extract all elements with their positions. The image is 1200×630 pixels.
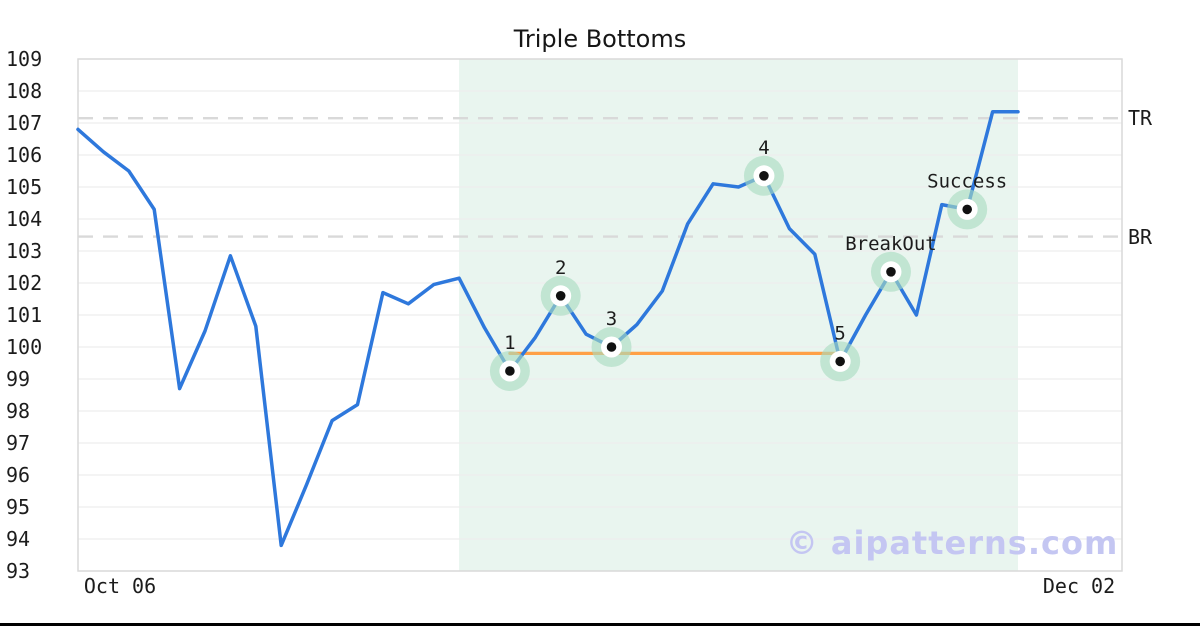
y-tick-label: 103 [6,239,43,263]
y-tick-label: 108 [6,79,43,103]
marker-label-4: 4 [758,137,769,159]
marker-label-success: Success [927,170,1007,192]
y-tick-label: 109 [6,47,43,71]
top-resistance-label: TR [1128,106,1153,131]
y-tick-label: 99 [6,367,31,391]
marker-dot [835,356,845,367]
price-line [76,110,1020,548]
y-tick-label: 107 [6,111,43,135]
plot-border [77,58,1123,572]
marker-label-1: 1 [504,332,515,354]
chart-title: Triple Bottoms [513,25,687,53]
watermark: © aipatterns.com [785,524,1119,562]
y-tick-label: 102 [6,271,43,295]
y-tick-label: 104 [6,207,43,231]
y-tick-label: 106 [6,143,43,167]
marker-dot [606,342,617,352]
x-tick-label-start: Oct 06 [83,574,157,598]
marker-label-2: 2 [555,257,566,279]
y-tick-label: 100 [6,335,43,359]
marker-label-5: 5 [834,322,845,344]
y-tick-label: 96 [6,463,31,487]
marker-label-3: 3 [606,308,617,330]
y-tick-label: 105 [6,175,43,199]
marker-dot [962,204,972,215]
y-tick-label: 94 [6,527,31,551]
marker-dot [759,171,769,181]
y-tick-label: 97 [6,431,31,455]
marker-label-breakout: BreakOut [845,233,937,255]
marker-dot [505,366,515,376]
y-tick-label: 95 [6,495,31,519]
bottom-border-bar [0,623,1200,626]
marker-dot [555,291,566,301]
bottom-resistance-label: BR [1128,224,1153,249]
y-tick-label: 93 [6,559,31,583]
y-tick-label: 101 [6,303,43,327]
y-tick-label: 98 [6,399,31,423]
marker-dot [886,267,896,277]
x-tick-label-end: Dec 02 [1042,574,1116,598]
